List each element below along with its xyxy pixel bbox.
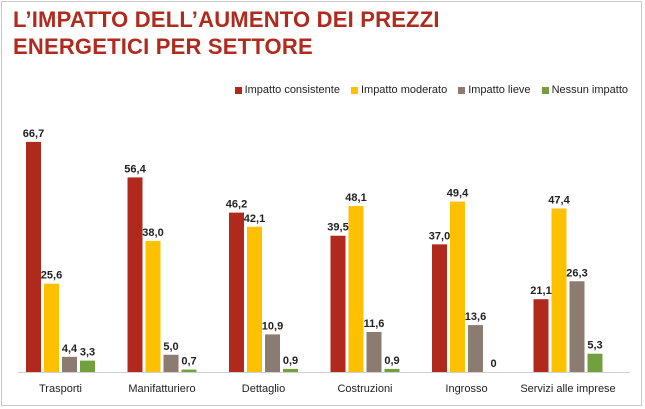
data-label-nessun-impatto-4: 0	[490, 358, 496, 370]
legend-item-impatto-moderato: Impatto moderato	[350, 84, 448, 96]
bar-impatto-lieve-1	[163, 354, 179, 372]
bar-impatto-lieve-3	[366, 331, 382, 372]
category-label-0: Trasporti	[39, 383, 82, 395]
bar-impatto-consistente-3	[330, 235, 346, 372]
legend-swatch-impatto-moderato	[350, 86, 358, 94]
data-label-nessun-impatto-1: 0,7	[181, 356, 196, 368]
bar-impatto-moderato-1	[145, 240, 161, 372]
bar-impatto-moderato-5	[551, 208, 567, 372]
category-label-2: Dettaglio	[242, 383, 285, 395]
bar-nessun-impatto-1	[181, 369, 197, 372]
category-label-3: Costruzioni	[337, 383, 392, 395]
bar-impatto-consistente-1	[127, 177, 143, 372]
bar-impatto-moderato-4	[450, 201, 465, 372]
bar-nessun-impatto-0	[80, 360, 95, 372]
data-label-impatto-consistente-2: 46,2	[226, 199, 247, 211]
bar-nessun-impatto-5	[587, 353, 603, 372]
legend-label-nessun-impatto: Nessun impatto	[551, 84, 628, 96]
data-label-impatto-lieve-3: 11,6	[364, 318, 385, 330]
bar-impatto-lieve-5	[569, 281, 585, 372]
bar-nessun-impatto-2	[283, 368, 298, 372]
legend-swatch-nessun-impatto	[541, 86, 549, 94]
data-label-impatto-moderato-1: 38,0	[142, 227, 163, 239]
data-label-impatto-moderato-2: 42,1	[244, 213, 265, 225]
chart-title: L’IMPATTO DELL’AUMENTO DEI PREZZI ENERGE…	[13, 6, 440, 60]
data-label-impatto-lieve-4: 13,6	[465, 311, 486, 323]
category-label-5: Servizi alle imprese	[520, 383, 615, 395]
data-label-nessun-impatto-3: 0,9	[384, 355, 399, 367]
category-label-4: Ingrosso	[445, 383, 487, 395]
chart-title-line-2: ENERGETICI PER SETTORE	[13, 34, 313, 59]
data-label-impatto-consistente-1: 56,4	[124, 163, 146, 175]
legend-label-impatto-lieve: Impatto lieve	[468, 84, 531, 96]
data-label-impatto-lieve-5: 26,3	[566, 267, 587, 279]
data-label-impatto-lieve-1: 5,0	[163, 341, 178, 353]
data-label-nessun-impatto-2: 0,9	[283, 355, 298, 367]
legend-item-nessun-impatto: Nessun impatto	[541, 84, 628, 96]
legend-item-impatto-lieve: Impatto lieve	[458, 84, 531, 96]
legend-swatch-impatto-lieve	[458, 86, 466, 94]
bar-impatto-lieve-4	[468, 325, 483, 372]
bar-impatto-moderato-3	[348, 206, 364, 372]
data-label-impatto-moderato-4: 49,4	[447, 188, 469, 200]
bar-nessun-impatto-3	[384, 368, 400, 372]
chart-legend: Impatto consistente Impatto moderato Imp…	[0, 84, 628, 96]
data-label-impatto-lieve-2: 10,9	[262, 320, 283, 332]
legend-item-impatto-consistente: Impatto consistente	[234, 84, 340, 96]
legend-label-impatto-moderato: Impatto moderato	[360, 84, 448, 96]
legend-swatch-impatto-consistente	[234, 86, 242, 94]
data-label-nessun-impatto-5: 5,3	[587, 340, 602, 352]
data-label-impatto-consistente-5: 21,1	[530, 285, 551, 297]
data-label-impatto-consistente-4: 37,0	[429, 230, 450, 242]
data-label-impatto-consistente-3: 39,5	[327, 222, 348, 234]
data-label-impatto-moderato-3: 48,1	[345, 192, 366, 204]
data-label-impatto-lieve-0: 4,4	[62, 343, 78, 355]
data-label-impatto-moderato-5: 47,4	[548, 194, 570, 206]
bar-impatto-consistente-2	[229, 212, 244, 372]
bar-impatto-lieve-0	[62, 356, 77, 372]
data-label-nessun-impatto-0: 3,3	[80, 347, 95, 359]
data-label-impatto-consistente-0: 66,7	[23, 128, 44, 140]
category-label-1: Manifatturiero	[128, 383, 195, 395]
bar-impatto-consistente-4	[432, 244, 447, 372]
data-label-impatto-moderato-0: 25,6	[41, 270, 62, 282]
bar-impatto-consistente-5	[533, 299, 549, 372]
bar-impatto-lieve-2	[265, 334, 280, 372]
bar-impatto-consistente-0	[26, 141, 41, 372]
chart-title-line-1: L’IMPATTO DELL’AUMENTO DEI PREZZI	[13, 7, 440, 32]
bar-impatto-moderato-0	[44, 283, 59, 372]
bar-impatto-moderato-2	[247, 226, 262, 372]
legend-label-impatto-consistente: Impatto consistente	[244, 84, 340, 96]
